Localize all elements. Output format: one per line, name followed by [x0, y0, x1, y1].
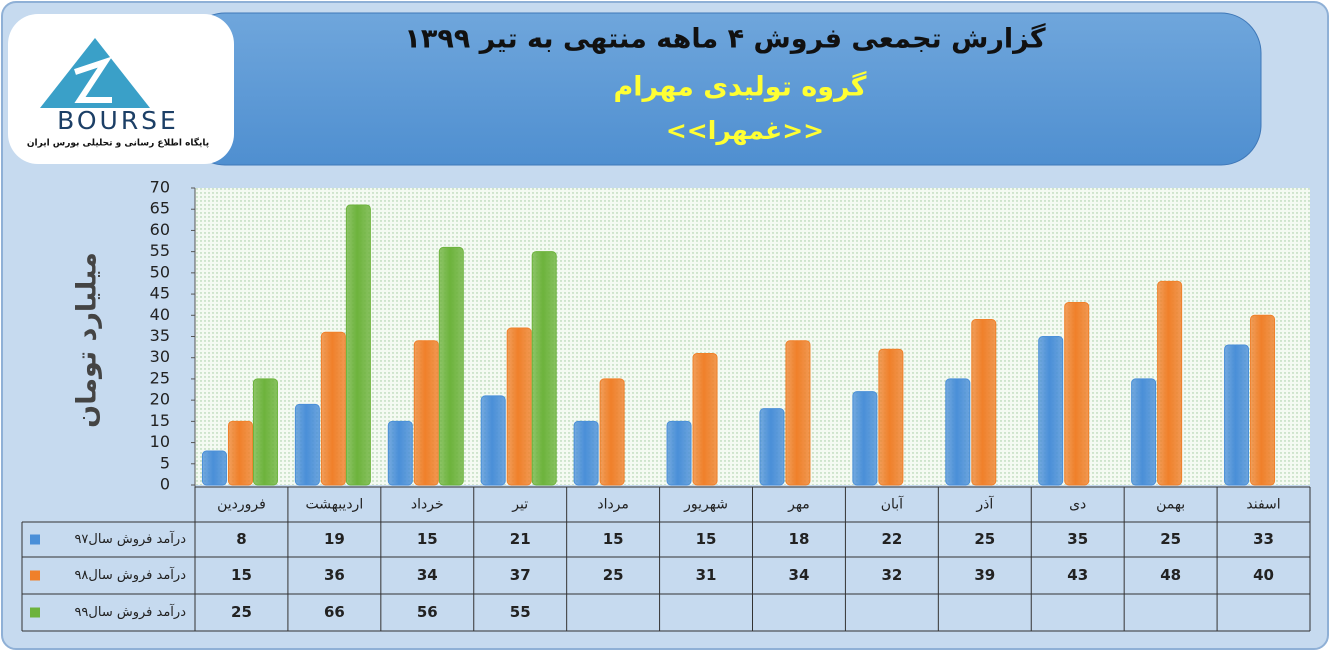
bar [1038, 336, 1064, 486]
bar [227, 420, 253, 486]
bar [1064, 302, 1090, 486]
y-tick-label: 70 [150, 178, 170, 197]
x-tick-label: دی [1069, 497, 1086, 513]
table-value: 43 [1067, 566, 1088, 584]
y-tick-label: 10 [150, 432, 170, 451]
table-value: 31 [696, 566, 717, 584]
y-tick-label: 5 [160, 453, 170, 472]
legend-swatch [30, 534, 40, 545]
y-axis-label: میلیارد تومان [72, 252, 103, 428]
y-tick-label: 50 [150, 262, 170, 281]
x-tick-label: آذر [975, 496, 994, 513]
x-tick-label: مهر [787, 497, 810, 513]
table-value: 36 [324, 566, 345, 584]
table-value: 37 [510, 566, 531, 584]
y-tick-label: 65 [150, 199, 170, 218]
table-value: 66 [324, 603, 345, 621]
table-value: 56 [417, 603, 438, 621]
legend-swatch [30, 570, 40, 581]
y-tick-label: 35 [150, 326, 170, 345]
table-value: 40 [1253, 566, 1274, 584]
bar [438, 246, 464, 486]
y-tick-label: 45 [150, 284, 170, 303]
y-tick-label: 40 [150, 305, 170, 324]
y-tick-label: 55 [150, 241, 170, 260]
table-value: 34 [417, 566, 438, 584]
table-value: 32 [881, 566, 902, 584]
y-tick-label: 30 [150, 347, 170, 366]
y-tick-label: 20 [150, 390, 170, 409]
table-value: 55 [510, 603, 531, 621]
y-tick-label: 60 [150, 220, 170, 239]
y-tick-label: 15 [150, 411, 170, 430]
bar [759, 408, 785, 486]
legend-label: درآمد فروش سال۹۹ [74, 603, 186, 620]
bar [1224, 344, 1250, 486]
bar [294, 403, 320, 486]
table-value: 35 [1067, 530, 1088, 548]
x-tick-label: آبان [881, 496, 904, 513]
bar [320, 331, 346, 486]
logo-name: BOURSE [57, 106, 179, 135]
table-value: 8 [236, 530, 246, 548]
bar [531, 251, 557, 486]
chart-symbol: <<غمهرا>> [666, 116, 824, 146]
table-value: 15 [231, 566, 252, 584]
bar [1131, 378, 1157, 486]
x-tick-label: اردیبهشت [306, 497, 364, 513]
table-value: 48 [1160, 566, 1181, 584]
table-value: 25 [974, 530, 995, 548]
x-tick-label: تیر [511, 497, 528, 513]
bar [480, 395, 506, 486]
y-tick-label: 0 [160, 475, 170, 494]
table-value: 34 [789, 566, 810, 584]
bar [252, 378, 278, 486]
x-tick-label: مرداد [597, 497, 629, 513]
legend-label: درآمد فروش سال۹۸ [74, 566, 186, 583]
y-tick-label: 25 [150, 368, 170, 387]
table-value: 19 [324, 530, 345, 548]
table-value: 39 [974, 566, 995, 584]
x-tick-label: فروردین [217, 497, 266, 513]
table-value: 15 [603, 530, 624, 548]
bar [852, 391, 878, 486]
table-value: 25 [231, 603, 252, 621]
chart-title: گزارش تجمعی فروش ۴ ماهه منتهی به تیر ۱۳۹… [404, 23, 1046, 55]
x-tick-label: خرداد [411, 497, 444, 513]
bar [387, 420, 413, 486]
bar [1250, 314, 1276, 486]
bar [599, 378, 625, 486]
bar [1157, 280, 1183, 486]
table-value: 15 [417, 530, 438, 548]
table-value: 15 [696, 530, 717, 548]
x-tick-label: اسفند [1246, 497, 1280, 513]
logo-tagline: پایگاه اطلاع رسانی و تحلیلی بورس ایران [27, 137, 209, 149]
bar [201, 450, 227, 486]
x-tick-label: شهریور [683, 497, 728, 513]
bar [573, 420, 599, 486]
bar [692, 352, 718, 486]
bar [785, 340, 811, 486]
table-value: 25 [603, 566, 624, 584]
bar [345, 204, 371, 486]
table-value: 21 [510, 530, 531, 548]
bar [945, 378, 971, 486]
table-value: 22 [881, 530, 902, 548]
table-value: 25 [1160, 530, 1181, 548]
legend-label: درآمد فروش سال۹۷ [74, 530, 186, 547]
bar [413, 340, 439, 486]
bar [878, 348, 904, 486]
bar [506, 327, 532, 486]
table-value: 33 [1253, 530, 1274, 548]
logo-mark [74, 56, 113, 103]
bar [666, 420, 692, 486]
chart-subtitle: گروه تولیدی مهرام [614, 71, 867, 103]
bar [971, 319, 997, 486]
plot-area [195, 188, 1310, 485]
table-value: 18 [789, 530, 810, 548]
x-tick-label: بهمن [1156, 497, 1185, 513]
legend-swatch [30, 607, 40, 618]
